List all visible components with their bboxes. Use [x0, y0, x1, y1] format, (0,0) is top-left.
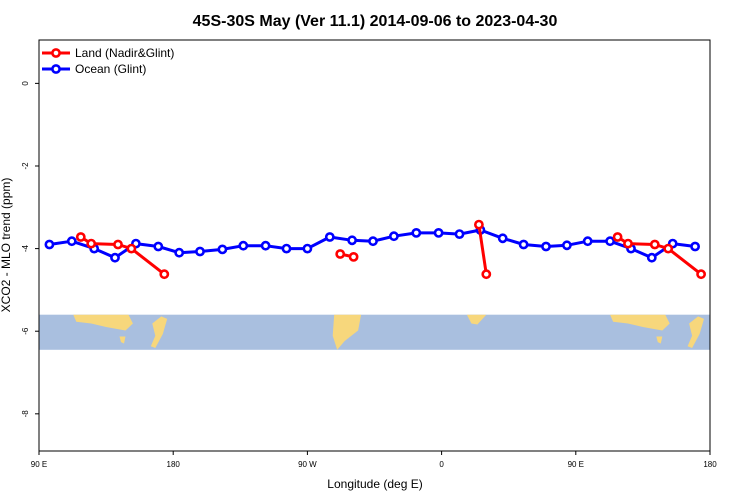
y-tick-label: -8 [21, 410, 30, 418]
chart-title: 45S-30S May (Ver 11.1) 2014-09-06 to 202… [193, 13, 558, 30]
data-point [174, 247, 185, 258]
x-tick-label: 180 [703, 460, 717, 469]
x-tick-label: 90 E [31, 460, 47, 469]
data-point [690, 241, 700, 252]
x-axis-label: Longitude (deg E) [327, 477, 422, 491]
x-axis: 90 E 180 90 W 0 90 E 180 [31, 451, 717, 469]
data-point [153, 241, 164, 252]
new-zealand-land [150, 316, 168, 348]
data-point [126, 243, 137, 254]
data-point [411, 227, 422, 238]
data-point [454, 229, 465, 239]
data-point [541, 241, 551, 252]
series-land [75, 219, 706, 280]
x-tick-label: 0 [439, 460, 444, 469]
y-tick-label: -6 [21, 327, 30, 335]
data-point [217, 244, 228, 255]
world-map-band [39, 314, 710, 350]
data-point [66, 236, 77, 247]
x-tick-label: 90 E [568, 460, 584, 469]
data-point [605, 236, 615, 247]
south-america-land [332, 314, 362, 350]
data-point [696, 269, 706, 280]
data-point [347, 235, 357, 246]
data-point [195, 246, 205, 257]
data-point [368, 236, 378, 247]
data-point [44, 239, 55, 250]
australia-land [73, 314, 133, 331]
data-point [75, 232, 86, 242]
series-ocean [44, 225, 700, 263]
y-tick-label: -2 [21, 162, 30, 170]
legend: Land (Nadir&Glint) Ocean (Glint) [42, 46, 174, 76]
data-point [562, 240, 572, 251]
australia-land [610, 314, 670, 331]
plot-frame [38, 39, 711, 452]
data-point [260, 240, 271, 251]
data-point [281, 243, 292, 254]
legend-label: Land (Nadir&Glint) [75, 46, 174, 60]
data-point [159, 269, 170, 280]
data-point [623, 238, 633, 249]
data-point [646, 252, 657, 263]
y-axis-label: XCO2 - MLO trend (ppm) [0, 178, 13, 313]
data-point [238, 240, 249, 251]
data-point [335, 249, 346, 259]
legend-swatch-marker [51, 64, 61, 74]
series-layer [44, 219, 706, 280]
tasmania-land [656, 336, 663, 344]
data-point [113, 239, 123, 250]
y-tick-label: -4 [21, 244, 30, 252]
data-point [663, 243, 674, 254]
data-point [612, 232, 623, 242]
data-point [324, 232, 335, 242]
x-tick-label: 180 [167, 460, 181, 469]
ocean-band [39, 314, 710, 350]
legend-label: Ocean (Glint) [75, 62, 146, 76]
data-point [518, 239, 529, 250]
data-point [473, 219, 484, 230]
y-axis: 0 -2 -4 -6 -8 [21, 81, 39, 418]
data-point [582, 236, 593, 247]
series-line [477, 224, 488, 275]
x-tick-label: 90 W [298, 460, 317, 469]
data-point [348, 251, 359, 262]
data-point [388, 231, 399, 242]
south-africa-land [466, 314, 487, 325]
data-point [110, 252, 120, 263]
data-point [481, 269, 492, 280]
data-point [433, 227, 444, 238]
legend-swatch-marker [51, 48, 61, 58]
new-zealand-land [687, 316, 704, 348]
y-tick-label: 0 [21, 81, 30, 86]
data-point [649, 239, 660, 250]
data-point [497, 233, 508, 244]
data-point [302, 243, 313, 254]
tasmania-land [119, 336, 126, 344]
data-point [86, 238, 97, 249]
